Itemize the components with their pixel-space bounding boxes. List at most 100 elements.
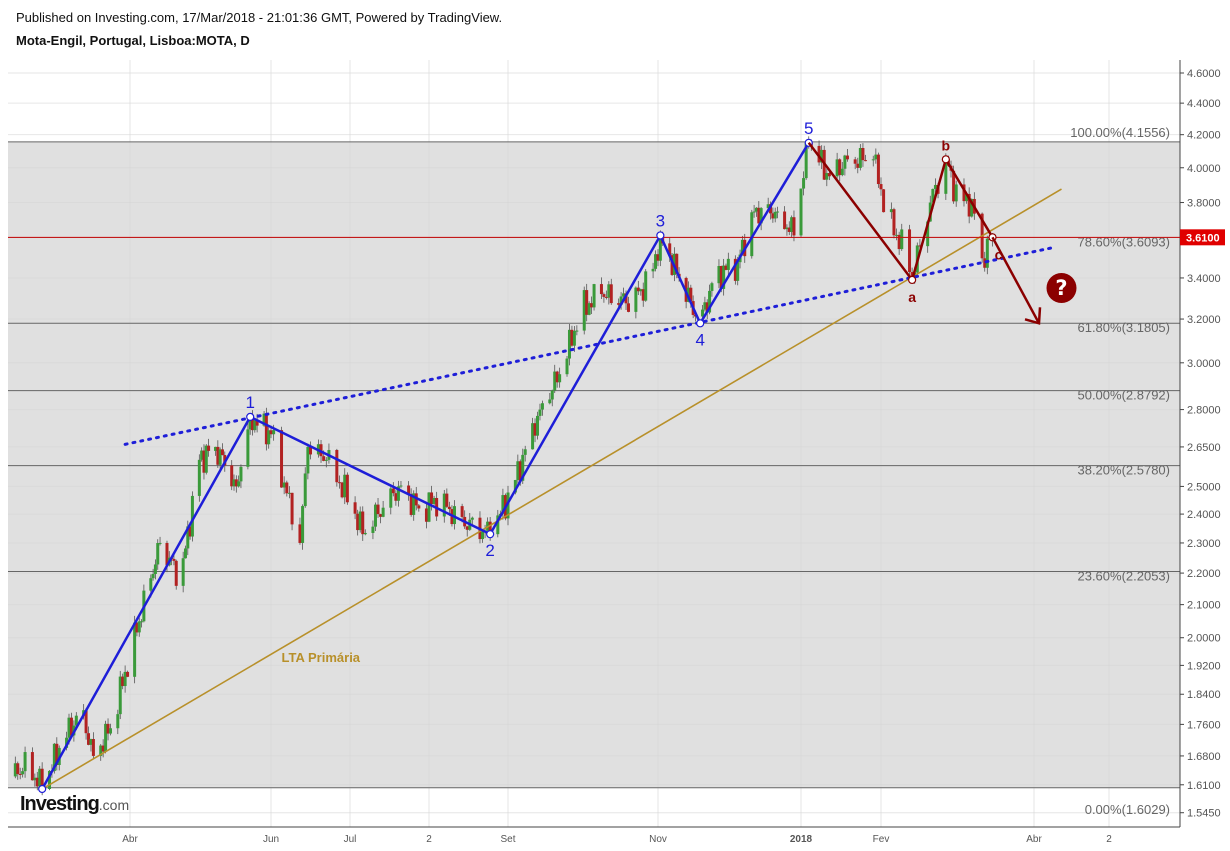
x-tick-label: Jul (344, 834, 357, 845)
candlestick (140, 619, 144, 628)
candlestick (792, 210, 796, 242)
candle-body (430, 492, 434, 505)
candlestick (337, 475, 341, 489)
y-tick-label: 4.2000 (1187, 130, 1221, 142)
candlestick (335, 448, 339, 487)
candlestick (752, 204, 756, 218)
candle-body (757, 207, 761, 224)
candle-body (255, 420, 259, 426)
impulse-wave-pivot (696, 319, 705, 328)
candle-body (84, 710, 88, 734)
candle-body (379, 514, 383, 517)
correction-wave-label: b (942, 137, 951, 153)
candle-body (675, 253, 679, 274)
candlestick (121, 673, 125, 690)
candle-body (149, 578, 153, 591)
candle-body (787, 227, 791, 232)
candle-body (324, 459, 328, 461)
candlestick (783, 206, 787, 230)
candle-body (488, 521, 492, 535)
candlestick (726, 252, 730, 277)
impulse-wave-label: 1 (245, 393, 254, 412)
candle-body (619, 296, 623, 305)
candlestick (306, 443, 310, 480)
fibonacci-level-label: 100.00%(4.1556) (1070, 125, 1170, 140)
candlestick (301, 504, 305, 550)
candle-body (424, 508, 428, 522)
candle-body (668, 243, 672, 256)
candle-body (432, 497, 436, 505)
candlestick (776, 206, 780, 219)
candlestick (153, 559, 157, 580)
candlestick (239, 464, 243, 489)
candle-body (99, 745, 103, 756)
candlestick (962, 178, 966, 207)
candlestick (33, 773, 37, 787)
candle-body (533, 423, 537, 436)
candle-body (983, 258, 987, 268)
candle-body (220, 449, 224, 456)
candle-body (452, 506, 456, 525)
candlestick (158, 536, 162, 546)
candlestick (137, 614, 141, 637)
candle-body (264, 413, 268, 445)
candlestick (21, 767, 25, 778)
candle-body (251, 416, 255, 431)
candle-body (771, 213, 775, 219)
candle-body (356, 513, 360, 531)
candle-body (371, 526, 375, 533)
candlestick (639, 288, 643, 296)
candle-body (639, 289, 643, 292)
candlestick (118, 670, 122, 720)
impulse-wave-pivot (486, 530, 495, 539)
last-price-label: 3.6100 (1186, 232, 1220, 244)
candlestick (892, 207, 896, 239)
lta-label: LTA Primária (282, 650, 361, 665)
candlestick (371, 520, 375, 540)
candle-body (248, 416, 252, 430)
candlestick (87, 726, 91, 746)
candle-body (523, 449, 527, 455)
candle-body (412, 493, 416, 515)
candle-body (882, 189, 886, 213)
candle-body (23, 752, 27, 772)
candlestick (771, 207, 775, 223)
candle-body (135, 622, 139, 633)
candle-body (759, 208, 763, 224)
candle-body (460, 506, 464, 517)
candle-body (799, 188, 803, 236)
candle-body (394, 493, 398, 501)
candle-body (481, 531, 485, 540)
question-mark-icon (1046, 272, 1077, 303)
candle-body (820, 149, 824, 163)
candle-body (918, 245, 922, 247)
candlestick (856, 157, 860, 174)
candle-body (717, 266, 721, 284)
x-tick-label: 2 (426, 834, 432, 845)
candle-body (827, 173, 831, 177)
candlestick (710, 281, 714, 297)
candle-body (234, 479, 238, 487)
candle-body (186, 526, 190, 549)
y-tick-label: 1.8400 (1187, 689, 1221, 701)
candlestick (908, 224, 912, 279)
y-tick-label: 4.0000 (1187, 163, 1221, 175)
y-tick-label: 2.3000 (1187, 538, 1221, 550)
candle-body (670, 255, 674, 275)
candle-body (30, 752, 34, 781)
candlestick (567, 323, 571, 366)
candlestick (845, 148, 849, 162)
candle-body (18, 773, 22, 775)
candle-body (518, 461, 522, 481)
candle-body (722, 265, 726, 289)
candle-body (931, 188, 935, 203)
x-tick-label: Set (500, 834, 515, 845)
candlestick (550, 389, 554, 407)
candlestick (506, 485, 510, 526)
published-caption: Published on Investing.com, 17/Mar/2018 … (16, 10, 503, 25)
candle-body (218, 449, 222, 465)
candle-body (607, 284, 611, 298)
x-tick-label: Fev (873, 834, 890, 845)
candlestick (116, 709, 120, 735)
